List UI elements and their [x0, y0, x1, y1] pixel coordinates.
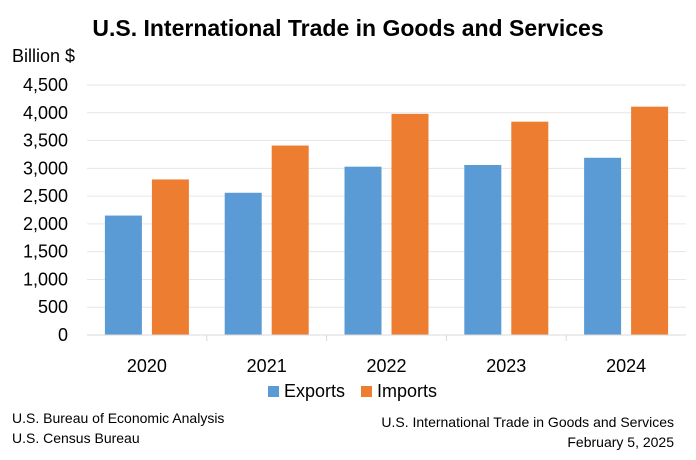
y-tick-label: 3,000	[23, 158, 68, 178]
legend-swatch-imports	[361, 386, 372, 397]
bars	[104, 106, 669, 336]
bar-imports-2022	[391, 113, 429, 335]
legend: Exports Imports	[268, 381, 437, 401]
y-tick-label: 3,500	[23, 131, 68, 151]
bar-imports-2020	[151, 179, 189, 335]
trade-chart: U.S. International Trade in Goods and Se…	[12, 15, 686, 401]
x-tick-label: 2022	[366, 356, 406, 376]
bar-exports-2020	[104, 215, 142, 335]
footer-source-line2: U.S. Census Bureau	[12, 430, 140, 446]
footer-release: U.S. International Trade in Goods and Se…	[381, 412, 674, 452]
bar-exports-2024	[584, 157, 622, 335]
y-tick-label: 2,000	[23, 214, 68, 234]
y-tick-label: 4,000	[23, 103, 68, 123]
y-tick-label: 0	[58, 325, 68, 345]
footer-source-line1: U.S. Bureau of Economic Analysis	[12, 410, 225, 426]
footer-source: U.S. Bureau of Economic Analysis U.S. Ce…	[12, 408, 224, 448]
chart-title: U.S. International Trade in Goods and Se…	[92, 15, 603, 41]
x-tick-labels: 2020 2021 2022 2023 2024	[127, 335, 646, 376]
y-axis-label: Billion $	[12, 46, 75, 66]
y-tick-label: 2,500	[23, 186, 68, 206]
bar-imports-2023	[511, 121, 549, 336]
legend-label-imports: Imports	[377, 381, 437, 401]
x-tick-label: 2024	[606, 356, 646, 376]
x-tick-label: 2021	[247, 356, 287, 376]
x-tick-label: 2020	[127, 356, 167, 376]
bar-exports-2023	[464, 165, 502, 335]
bar-imports-2021	[271, 145, 309, 335]
footer-release-date: February 5, 2025	[567, 434, 674, 450]
y-tick-labels: 0 500 1,000 1,500 2,000 2,500 3,000 3,500 4,000 4…	[23, 75, 68, 345]
legend-swatch-exports	[268, 386, 279, 397]
y-tick-label: 1,500	[23, 242, 68, 262]
bar-exports-2022	[344, 166, 382, 335]
legend-label-exports: Exports	[284, 381, 345, 401]
footer-release-title: U.S. International Trade in Goods and Se…	[381, 414, 674, 430]
bar-imports-2024	[631, 106, 669, 336]
x-tick-label: 2023	[486, 356, 526, 376]
bar-exports-2021	[224, 192, 262, 335]
y-tick-label: 4,500	[23, 75, 68, 95]
y-tick-label: 1,000	[23, 269, 68, 289]
y-tick-label: 500	[38, 297, 68, 317]
